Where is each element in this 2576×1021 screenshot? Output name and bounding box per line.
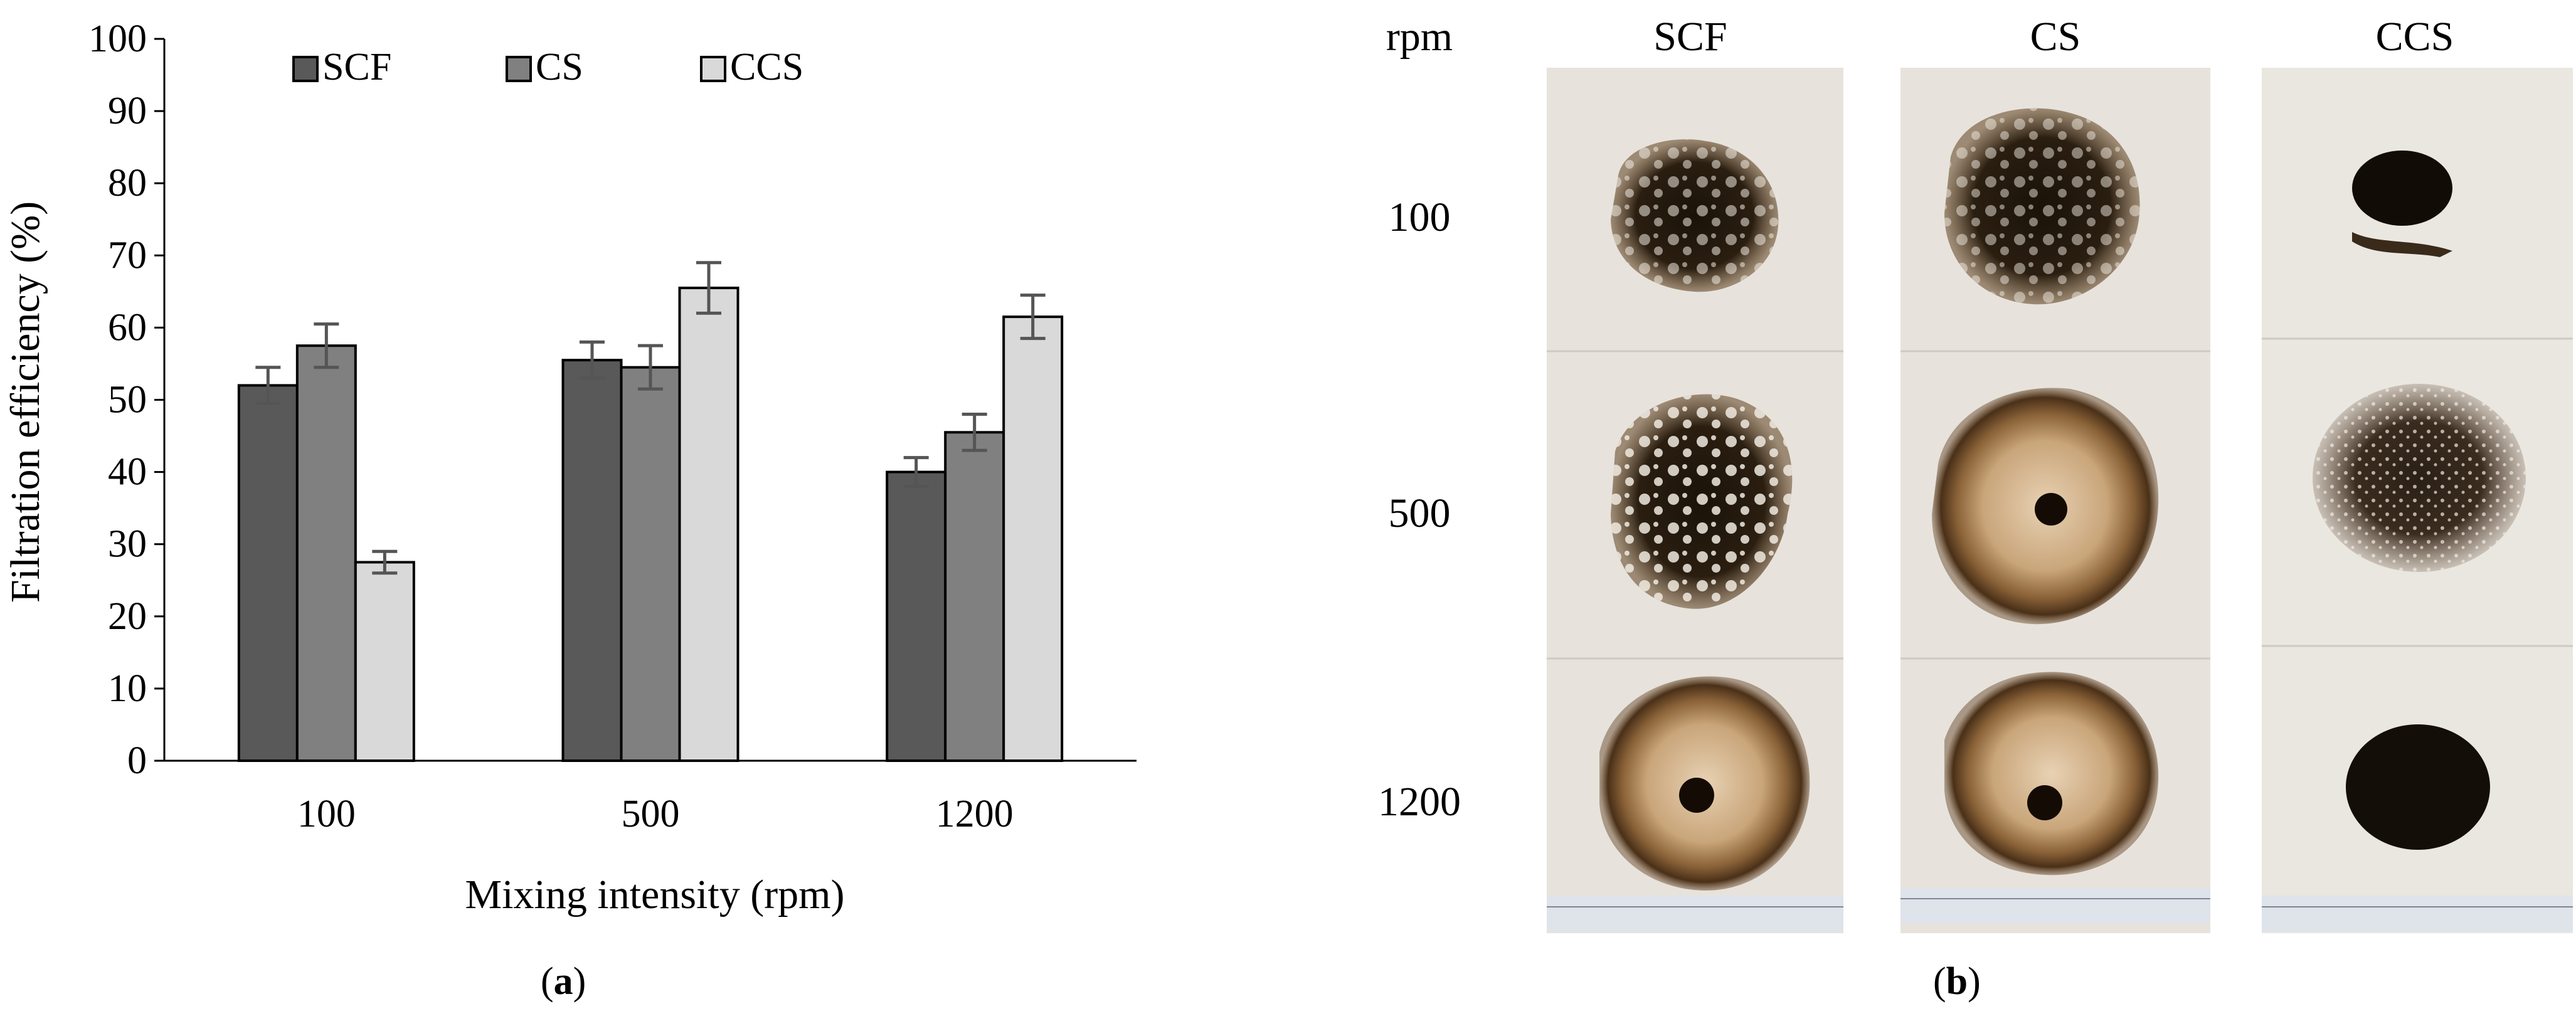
column-label-scf: SCF	[1653, 14, 1727, 60]
error-bar-cs-500	[638, 344, 663, 391]
y-tick-label: 10	[108, 667, 147, 710]
error-bar-scf-500	[580, 340, 605, 380]
photo-column-cs	[1900, 68, 2210, 933]
row-label-100: 100	[1389, 194, 1451, 240]
y-tick-label: 60	[108, 306, 147, 349]
error-bar-cs-100	[314, 322, 339, 369]
legend-swatch-scf	[292, 56, 319, 82]
row-label-1200: 1200	[1378, 779, 1461, 825]
legend-swatch-ccs	[700, 56, 726, 82]
x-axis-label: Mixing intensity (rpm)	[465, 872, 845, 918]
bar-group	[237, 287, 1064, 763]
row-header-rpm: rpm	[1386, 14, 1453, 60]
filter-ccs-100	[2352, 151, 2452, 257]
error-bar-scf-1200	[903, 456, 929, 489]
filtration-efficiency-chart: 0 10 20 30 40 50 60 70 80 90 100 100 500 1200 SCF CS C…	[3, 18, 1137, 918]
caption-b: (b)	[1933, 960, 1981, 1003]
legend-label-scf: SCF	[322, 46, 391, 88]
y-tick-label: 100	[88, 18, 147, 60]
legend-label-ccs: CCS	[730, 46, 803, 88]
photo-column-ccs	[2262, 68, 2573, 933]
error-bar-cs-1200	[962, 413, 987, 452]
photo-column-scf	[1547, 68, 1843, 933]
filter-scf-500	[1611, 394, 1793, 609]
bar-ccs-1200	[1002, 315, 1064, 762]
filter-cs-500	[1932, 388, 2159, 625]
filter-ccs-1200	[2346, 724, 2490, 850]
bar-cs-500	[620, 366, 681, 762]
x-tick-label: 100	[297, 793, 356, 835]
ruler-scf	[1547, 896, 1843, 932]
filter-cs-100	[1944, 108, 2140, 305]
column-label-ccs: CCS	[2376, 14, 2454, 60]
bar-scf-1200	[886, 470, 947, 762]
bar-scf-500	[561, 359, 623, 762]
x-axis: 100 500 1200	[164, 759, 1137, 835]
x-tick-label: 1200	[936, 793, 1014, 835]
column-label-cs: CS	[2030, 14, 2081, 60]
y-tick-label: 20	[108, 595, 147, 638]
x-tick-label: 500	[622, 793, 680, 835]
y-tick-label: 50	[108, 379, 147, 421]
bar-cs-100	[295, 344, 357, 762]
ruler-cs	[1900, 887, 2210, 924]
filter-ccs-500	[2313, 384, 2526, 572]
y-axis: 0 10 20 30 40 50 60 70 80 90 100	[88, 18, 166, 782]
filter-cs-1200	[1944, 672, 2159, 876]
bar-ccs-500	[678, 287, 739, 763]
filter-scf-1200	[1599, 676, 1810, 891]
y-tick-label: 0	[127, 739, 147, 782]
error-bar-ccs-1200	[1020, 294, 1046, 341]
error-bar-scf-100	[255, 366, 281, 405]
y-tick-label: 40	[108, 451, 147, 494]
y-axis-label: Filtration efficiency (%)	[3, 201, 48, 603]
bar-ccs-100	[354, 561, 415, 762]
legend-label-cs: CS	[536, 46, 583, 88]
error-bar-ccs-100	[372, 549, 398, 575]
caption-a: (a)	[541, 960, 586, 1003]
legend: SCF CS CCS	[292, 46, 803, 88]
bar-cs-1200	[944, 431, 1005, 762]
y-tick-label: 90	[108, 90, 147, 132]
y-tick-label: 30	[108, 523, 147, 566]
filter-scf-100	[1611, 139, 1779, 292]
row-label-500: 500	[1389, 490, 1451, 536]
error-bar-ccs-500	[696, 261, 721, 315]
filter-photo-grid: rpm SCF CS CCS 100 500 1200	[1378, 14, 2573, 933]
y-tick-label: 80	[108, 162, 147, 204]
legend-swatch-cs	[506, 56, 532, 82]
bar-scf-100	[237, 384, 299, 762]
ruler-ccs	[2262, 896, 2573, 932]
error-bars	[255, 261, 1046, 575]
y-tick-label: 70	[108, 234, 147, 277]
